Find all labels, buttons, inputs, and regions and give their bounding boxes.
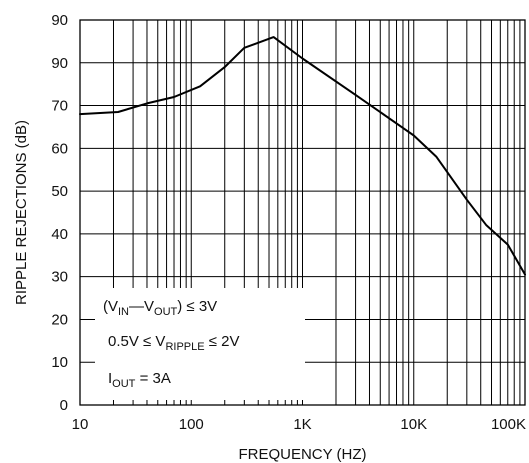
condition-annotation: (VIN—VOUT) ≤ 3V 0.5V ≤ VRIPPLE ≤ 2V IOUT…	[95, 288, 305, 400]
y-axis-label: RIPPLE REJECTIONS (dB)	[13, 120, 30, 305]
x-tick-label: 100	[179, 416, 204, 433]
annotation-line-1: (VIN—VOUT) ≤ 3V	[103, 298, 217, 318]
y-tick-label: 90	[51, 12, 68, 29]
y-tick-label: 90	[51, 55, 68, 72]
y-tick-label: 10	[51, 354, 68, 371]
x-tick-label: 1K	[293, 416, 311, 433]
x-tick-label: 10	[72, 416, 89, 433]
y-tick-label: 70	[51, 98, 68, 115]
series-lines	[79, 36, 526, 276]
annotation-background	[95, 288, 305, 400]
y-tick-label: 40	[51, 226, 68, 243]
series-line-0	[79, 36, 526, 276]
x-tick-label: 10K	[400, 416, 427, 433]
annotation-line-3: IOUT = 3A	[108, 370, 171, 390]
y-tick-label: 0	[60, 397, 68, 414]
y-tick-label: 50	[51, 183, 68, 200]
annotation-line-2: 0.5V ≤ VRIPPLE ≤ 2V	[108, 333, 240, 353]
y-tick-label: 30	[51, 269, 68, 286]
x-tick-label: 100K	[491, 416, 526, 433]
plot-frame	[79, 19, 526, 406]
y-tick-label: 60	[51, 140, 68, 157]
x-axis-label: FREQUENCY (HZ)	[238, 446, 366, 463]
y-tick-label: 20	[51, 311, 68, 328]
